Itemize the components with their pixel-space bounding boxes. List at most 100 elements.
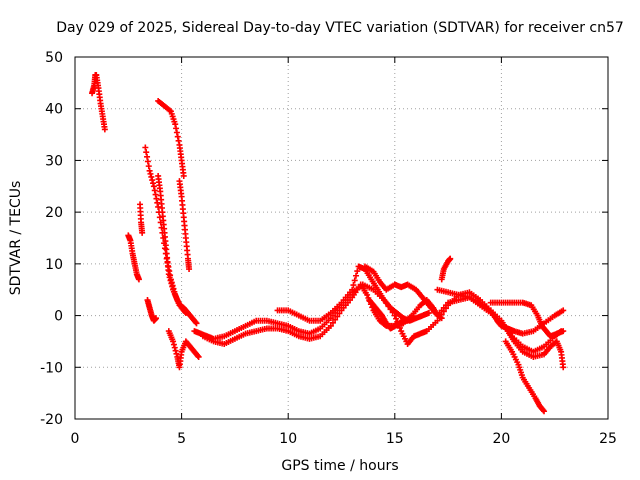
data-point — [139, 229, 146, 236]
data-point — [540, 407, 547, 414]
x-axis-label: GPS time / hours — [281, 458, 398, 474]
data-point — [147, 170, 154, 177]
data-point — [560, 364, 567, 371]
data-point — [447, 255, 454, 262]
data-point — [101, 126, 108, 133]
x-tick-label: 5 — [177, 431, 186, 447]
series-arc-3 — [137, 201, 146, 236]
data-point — [560, 307, 567, 314]
data-point — [145, 163, 152, 170]
x-ticks: 0 5 10 15 20 25 — [71, 57, 617, 447]
data-point — [151, 187, 158, 194]
data-point — [194, 352, 201, 359]
plot-frame — [74, 56, 609, 420]
data-point — [144, 153, 151, 160]
data-point — [336, 310, 343, 317]
data-point — [192, 319, 199, 326]
x-tick-label: 20 — [492, 431, 510, 447]
data-point — [438, 315, 445, 322]
data-point — [166, 274, 173, 281]
data-point — [174, 133, 181, 140]
series-arc-5 — [144, 297, 160, 324]
data-point — [364, 291, 371, 298]
data-point — [180, 172, 187, 179]
data-point — [329, 319, 336, 326]
y-tick-label: -10 — [40, 360, 63, 376]
data-point — [154, 199, 161, 206]
data-point — [153, 315, 160, 322]
data-point — [150, 183, 157, 190]
data-point — [165, 271, 172, 278]
data-point — [143, 149, 150, 156]
data-point — [193, 320, 200, 327]
y-tick-label: 20 — [45, 205, 63, 221]
data-point — [171, 344, 178, 351]
data-point — [434, 317, 441, 324]
series-arc-17 — [487, 299, 567, 340]
data-point — [170, 341, 177, 348]
data-point — [195, 353, 202, 360]
y-tick-label: 40 — [45, 102, 63, 118]
x-tick-label: 10 — [279, 431, 297, 447]
data-point — [334, 313, 341, 320]
data-point — [153, 195, 160, 202]
data-point — [170, 338, 177, 345]
series-arc-18 — [502, 338, 548, 415]
data-point — [168, 280, 175, 287]
data-point — [173, 129, 180, 136]
data-point — [155, 203, 162, 210]
data-point — [149, 177, 156, 184]
data-point — [560, 328, 567, 335]
data-point — [172, 347, 179, 354]
series-arc-1 — [89, 72, 108, 133]
y-axis-label: SDTVAR / TECUs — [8, 181, 24, 296]
data-point — [172, 121, 179, 128]
data-point — [352, 272, 359, 279]
data-point — [332, 316, 339, 323]
data-point — [156, 214, 163, 221]
series-arc-7 — [155, 97, 187, 179]
data-point — [425, 309, 432, 316]
data-point — [167, 277, 174, 284]
data-point — [144, 158, 151, 165]
data-point — [393, 315, 400, 322]
data-point — [404, 317, 411, 324]
data-point — [182, 309, 189, 316]
series-arc-13 — [361, 263, 445, 322]
data-point — [327, 322, 334, 329]
series-arc-2 — [125, 232, 142, 283]
y-ticks: -20 -10 0 10 20 30 40 50 — [40, 50, 608, 428]
series-arc-16 — [434, 286, 567, 337]
series-arc-6 — [155, 172, 189, 316]
data-point — [142, 144, 149, 151]
data-point — [349, 286, 356, 293]
data-point — [173, 125, 180, 132]
y-tick-label: 0 — [54, 309, 63, 325]
data-point — [173, 350, 180, 357]
data-point — [169, 283, 176, 290]
data-point — [182, 308, 189, 315]
data-point — [350, 282, 357, 289]
y-tick-label: -20 — [40, 412, 63, 428]
data-point — [150, 180, 157, 187]
series-arc-8 — [176, 178, 193, 273]
data-point — [351, 277, 358, 284]
data-point — [354, 268, 361, 275]
series-arc-15 — [438, 255, 454, 283]
data-point — [135, 276, 142, 283]
data-point — [541, 408, 548, 415]
y-tick-label: 50 — [45, 50, 63, 66]
y-tick-label: 30 — [45, 153, 63, 169]
data-point — [186, 266, 193, 273]
data-point — [146, 167, 153, 174]
data-point — [175, 137, 182, 144]
x-tick-label: 0 — [71, 431, 80, 447]
data-point — [152, 191, 159, 198]
chart-title: Day 029 of 2025, Sidereal Day-to-day VTE… — [56, 20, 624, 36]
series-arc-14 — [366, 297, 411, 332]
x-tick-label: 15 — [386, 431, 404, 447]
y-tick-label: 10 — [45, 257, 63, 273]
x-tick-label: 25 — [599, 431, 617, 447]
